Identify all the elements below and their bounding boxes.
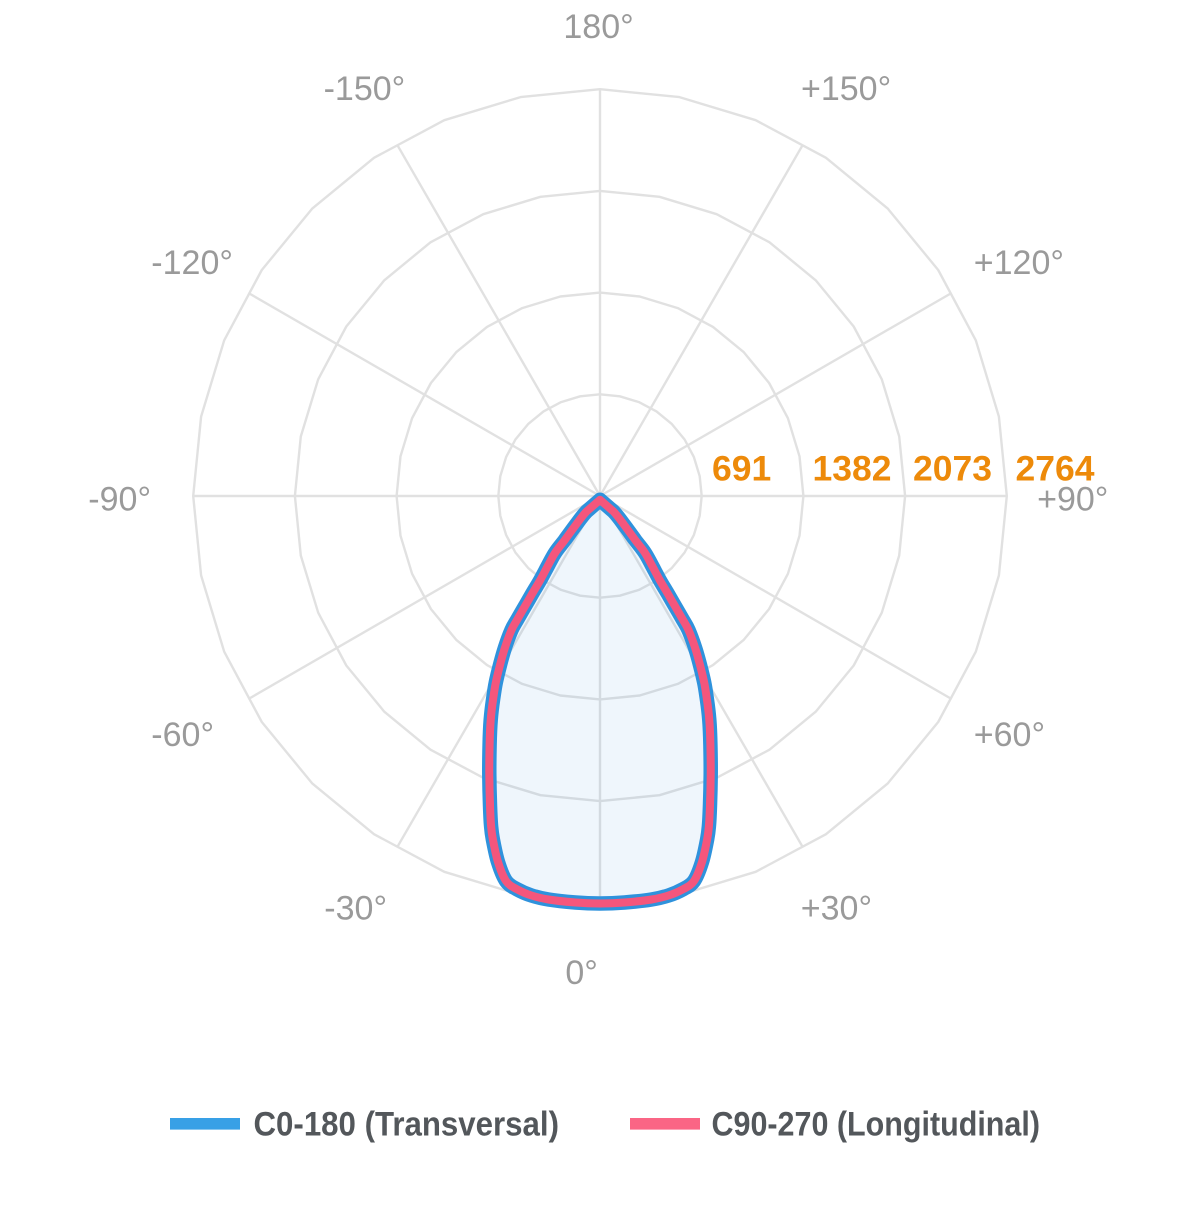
svg-text:-90°: -90°: [88, 480, 151, 518]
svg-text:2764: 2764: [1016, 449, 1095, 489]
svg-text:1382: 1382: [813, 449, 892, 489]
svg-text:C0-180 (Transversal): C0-180 (Transversal): [254, 1106, 560, 1144]
svg-text:-30°: -30°: [324, 890, 387, 928]
svg-text:+90°: +90°: [1037, 480, 1108, 518]
svg-text:2073: 2073: [913, 449, 992, 489]
svg-text:+150°: +150°: [801, 70, 891, 108]
svg-text:-60°: -60°: [151, 716, 214, 754]
svg-text:691: 691: [712, 449, 771, 489]
svg-text:C90-270 (Longitudinal): C90-270 (Longitudinal): [712, 1106, 1041, 1144]
svg-text:-150°: -150°: [324, 70, 406, 108]
svg-text:+120°: +120°: [974, 244, 1064, 282]
svg-text:+30°: +30°: [801, 890, 872, 928]
svg-text:180°: 180°: [563, 8, 633, 46]
svg-text:+60°: +60°: [974, 716, 1045, 754]
svg-text:0°: 0°: [565, 954, 598, 992]
svg-text:-120°: -120°: [151, 244, 233, 282]
